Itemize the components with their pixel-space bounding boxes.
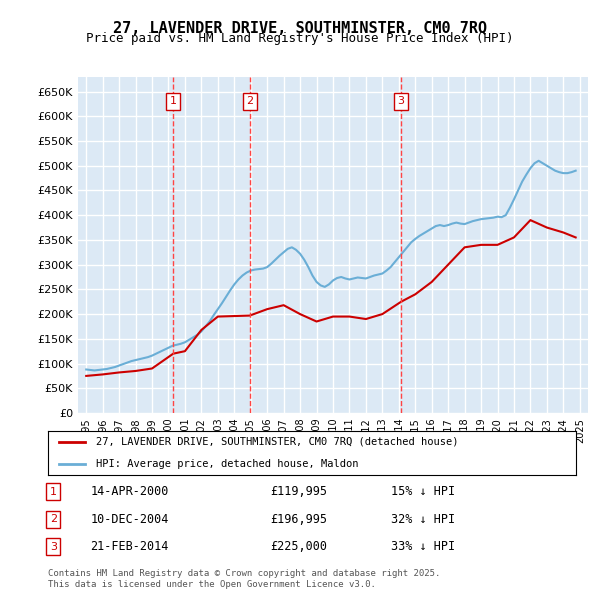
Text: 2: 2 [50,514,57,524]
Text: 3: 3 [50,542,57,552]
Text: HPI: Average price, detached house, Maldon: HPI: Average price, detached house, Mald… [95,459,358,469]
Text: 33% ↓ HPI: 33% ↓ HPI [391,540,455,553]
Text: 27, LAVENDER DRIVE, SOUTHMINSTER, CM0 7RQ: 27, LAVENDER DRIVE, SOUTHMINSTER, CM0 7R… [113,21,487,35]
Text: 21-FEB-2014: 21-FEB-2014 [90,540,169,553]
Text: 2: 2 [246,96,253,106]
Text: 3: 3 [398,96,404,106]
Text: 1: 1 [50,487,57,497]
Text: 15% ↓ HPI: 15% ↓ HPI [391,485,455,498]
Text: Contains HM Land Registry data © Crown copyright and database right 2025.
This d: Contains HM Land Registry data © Crown c… [48,569,440,589]
Text: 32% ↓ HPI: 32% ↓ HPI [391,513,455,526]
Text: Price paid vs. HM Land Registry's House Price Index (HPI): Price paid vs. HM Land Registry's House … [86,32,514,45]
Text: £119,995: £119,995 [270,485,327,498]
Text: £225,000: £225,000 [270,540,327,553]
Text: 10-DEC-2004: 10-DEC-2004 [90,513,169,526]
Text: 27, LAVENDER DRIVE, SOUTHMINSTER, CM0 7RQ (detached house): 27, LAVENDER DRIVE, SOUTHMINSTER, CM0 7R… [95,437,458,447]
Text: 1: 1 [170,96,177,106]
Text: £196,995: £196,995 [270,513,327,526]
Text: 14-APR-2000: 14-APR-2000 [90,485,169,498]
